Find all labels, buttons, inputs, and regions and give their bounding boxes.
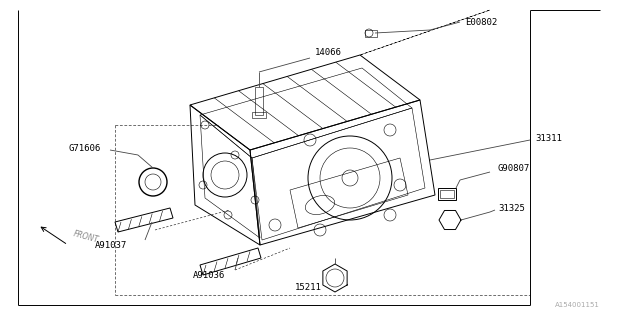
Text: 31325: 31325	[498, 204, 525, 212]
Text: A91036: A91036	[193, 270, 225, 279]
Text: 14066: 14066	[315, 47, 342, 57]
Text: A91037: A91037	[95, 241, 127, 250]
Text: FRONT: FRONT	[72, 229, 99, 245]
Text: A154001151: A154001151	[555, 302, 600, 308]
Text: G71606: G71606	[68, 143, 100, 153]
Text: 31311: 31311	[535, 133, 562, 142]
Text: 15211: 15211	[295, 284, 322, 292]
Text: E00802: E00802	[465, 18, 497, 27]
Text: G90807: G90807	[497, 164, 529, 172]
